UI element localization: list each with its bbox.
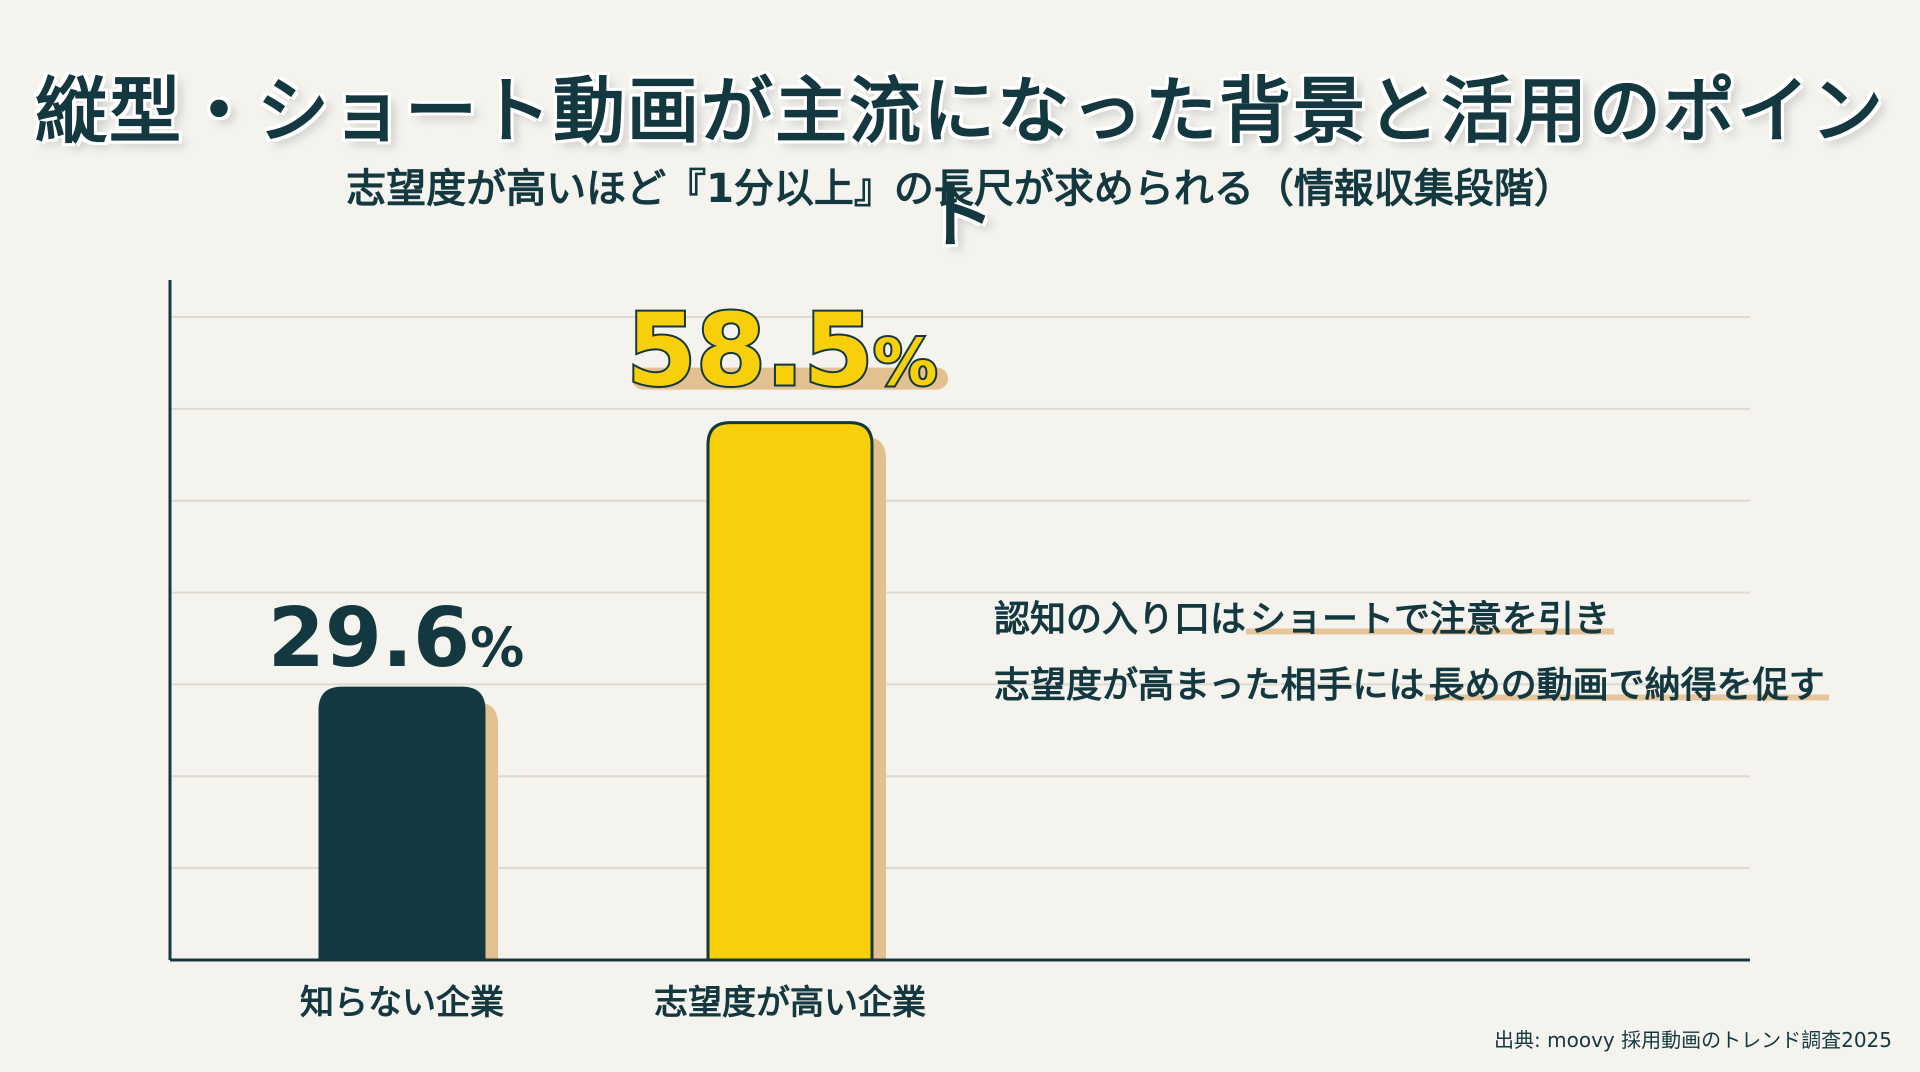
bar-value-label: 29.6% — [268, 591, 524, 686]
category-label: 志望度が高い企業 — [654, 983, 926, 1023]
annotation-line-1-highlight: ショートで注意を引き — [1246, 599, 1615, 640]
bar-value-label: 58.5% — [627, 292, 938, 409]
source-note: 出典: moovy 採用動画のトレンド調査2025 — [1494, 1028, 1892, 1052]
page-subtitle: 志望度が高いほど『1分以上』の長尺が求められる（情報収集段階） — [346, 166, 1574, 212]
annotation-line-2-highlight: 長めの動画で納得を促す — [1424, 665, 1829, 706]
value-label-underline — [632, 367, 948, 390]
annotation-line-2-plain: 志望度が高まった相手には — [994, 665, 1425, 706]
annotation-line-1-plain: 認知の入り口は — [994, 599, 1247, 640]
bar — [706, 421, 874, 962]
bar — [318, 686, 486, 962]
annotation-line-1: 認知の入り口は ショートで注意を引き — [994, 590, 1615, 642]
page-title: 縦型・ショート動画が主流になった背景と活用のポイント — [34, 69, 1885, 258]
category-label: 知らない企業 — [300, 983, 504, 1023]
annotation-line-2: 志望度が高まった相手には 長めの動画で納得を促す — [994, 656, 1829, 708]
